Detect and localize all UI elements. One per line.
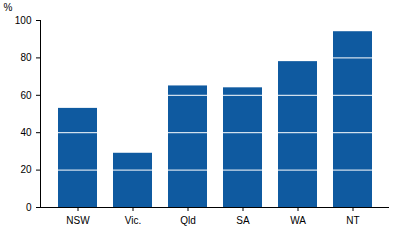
svg-text:Vic.: Vic. — [125, 215, 142, 226]
svg-text:100: 100 — [15, 15, 32, 26]
svg-text:SA: SA — [236, 215, 250, 226]
svg-text:40: 40 — [20, 127, 32, 138]
svg-text:NT: NT — [346, 215, 359, 226]
svg-text:%: % — [4, 2, 13, 13]
svg-text:20: 20 — [20, 164, 32, 175]
svg-text:NSW: NSW — [66, 215, 90, 226]
svg-text:80: 80 — [20, 52, 32, 63]
svg-text:WA: WA — [290, 215, 306, 226]
svg-text:0: 0 — [26, 202, 32, 213]
svg-text:60: 60 — [20, 90, 32, 101]
svg-text:Qld: Qld — [180, 215, 196, 226]
